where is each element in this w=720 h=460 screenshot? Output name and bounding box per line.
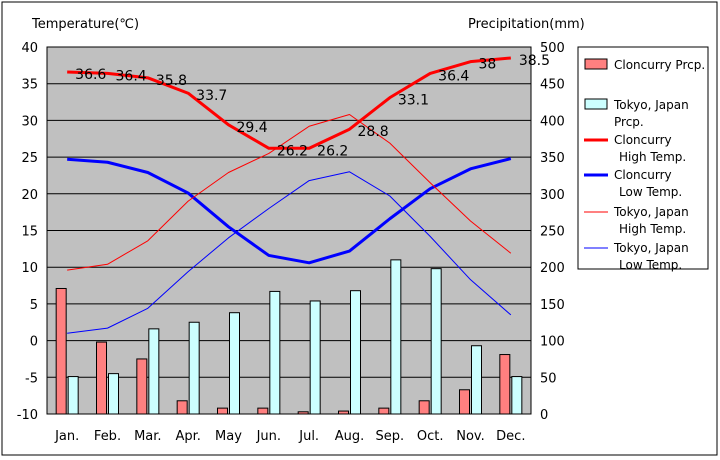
- y-right-tick-label: 450: [540, 78, 565, 93]
- y-left-tick-label: -5: [25, 371, 38, 386]
- x-tick-label: Oct.: [417, 429, 444, 444]
- x-tick-label: Apr.: [175, 429, 200, 444]
- y-right-tick-label: 0: [540, 408, 548, 423]
- x-tick-label: Feb.: [94, 429, 121, 444]
- data-label: 29.4: [237, 120, 268, 136]
- left-axis-title: Temperature(℃): [31, 17, 139, 32]
- legend-label: Cloncurry Prcp.: [614, 58, 705, 72]
- data-label: 36.6: [75, 67, 106, 83]
- x-tick-label: Jul.: [298, 429, 319, 444]
- bar: [297, 411, 309, 415]
- bar: [459, 389, 470, 415]
- data-label: 33.1: [398, 93, 429, 109]
- legend: Cloncurry Prcp. Tokyo, Japan Prcp. Cloncurr…: [577, 46, 709, 272]
- y-right-tick-label: 150: [540, 298, 565, 313]
- y-left-tick-label: 0: [30, 335, 38, 350]
- legend-label: Tokyo, Japan: [613, 205, 689, 219]
- data-label: 38.5: [519, 53, 550, 69]
- x-tick-label: Dec.: [496, 429, 525, 444]
- bar: [188, 321, 200, 415]
- bar: [176, 400, 188, 415]
- x-tick-label: Jun.: [256, 429, 281, 444]
- bar: [350, 290, 361, 415]
- y-right-tick-label: 200: [540, 261, 565, 276]
- y-left-tick-label: 30: [21, 114, 38, 129]
- bar: [378, 407, 390, 415]
- bar: [217, 407, 228, 415]
- data-label-layer: 36.6 36.4 35.8 33.7 29.4 26.2 26.2 28.8 33.1 36.4…: [75, 53, 550, 159]
- y-left-tick-label: 5: [30, 298, 38, 313]
- legend-label: Cloncurry: [614, 133, 672, 147]
- legend-label: Tokyo, Japan: [613, 241, 689, 255]
- series-line: [67, 56, 511, 150]
- right-axis-title: Precipitation(mm): [468, 17, 585, 32]
- data-label: 38: [479, 57, 497, 73]
- bar: [148, 328, 160, 415]
- bar: [96, 341, 107, 415]
- data-label: 28.8: [358, 124, 389, 140]
- data-label: 26.2: [277, 143, 308, 159]
- legend-label: Tokyo, Japan: [613, 98, 689, 112]
- grid-lines: [47, 83, 531, 378]
- legend-swatch: [584, 58, 608, 70]
- y-right-tick-label: 350: [540, 151, 565, 166]
- x-tick-label: May: [215, 429, 242, 444]
- x-tick-label: Aug.: [335, 429, 365, 444]
- legend-label: Cloncurry: [614, 168, 672, 182]
- series-line: [67, 157, 512, 265]
- data-label: 33.7: [196, 88, 227, 104]
- bar: [269, 290, 281, 415]
- y-left-tick-label: 10: [21, 261, 38, 276]
- y-right-tick-label: 100: [540, 335, 565, 350]
- legend-label: High Temp.: [619, 150, 686, 164]
- y-right-tick-label: 250: [540, 225, 565, 240]
- legend-label: Low Temp.: [619, 258, 682, 272]
- bar: [511, 376, 523, 415]
- bar: [430, 268, 442, 415]
- y-left-tick-label: 25: [21, 151, 38, 166]
- legend-swatch: [584, 98, 608, 110]
- x-tick-label: Jan.: [54, 429, 79, 444]
- data-label: 26.2: [317, 143, 348, 159]
- bar: [390, 259, 402, 415]
- y-right-tick-label: 400: [540, 114, 565, 129]
- bar-layer: [55, 259, 523, 415]
- y-right-tick-label: 300: [540, 188, 565, 203]
- bar: [55, 287, 67, 415]
- series-line: [67, 114, 512, 271]
- y-left-tick-label: 35: [21, 78, 38, 93]
- bar: [418, 400, 430, 415]
- bar: [499, 354, 511, 415]
- bar: [136, 358, 148, 415]
- bar: [309, 300, 321, 415]
- bar: [67, 376, 79, 415]
- x-tick-label: Nov.: [456, 429, 485, 444]
- line-layer: [67, 56, 512, 334]
- x-tick-label: Sep.: [376, 429, 405, 444]
- bar: [257, 407, 269, 415]
- data-label: 35.8: [156, 73, 187, 89]
- x-tick-label: Mar.: [134, 429, 161, 444]
- data-label: 36.4: [116, 68, 147, 84]
- y-left-tick-label: 20: [21, 188, 38, 203]
- bar: [108, 373, 119, 415]
- y-left-tick-label: 15: [21, 225, 38, 240]
- legend-label: High Temp.: [619, 222, 686, 236]
- legend-label: Low Temp.: [619, 185, 682, 199]
- y-right-tick-label: 500: [540, 41, 565, 56]
- y-left-tick-label: -10: [17, 408, 38, 423]
- data-label: 36.4: [438, 68, 469, 84]
- bar: [338, 410, 349, 415]
- series-line: [67, 171, 512, 334]
- y-right-tick-label: 50: [540, 371, 557, 386]
- bar: [229, 312, 240, 415]
- bar: [471, 345, 482, 415]
- legend-box: [577, 46, 709, 270]
- legend-label: Prcp.: [614, 115, 644, 129]
- y-left-tick-label: 40: [21, 41, 38, 56]
